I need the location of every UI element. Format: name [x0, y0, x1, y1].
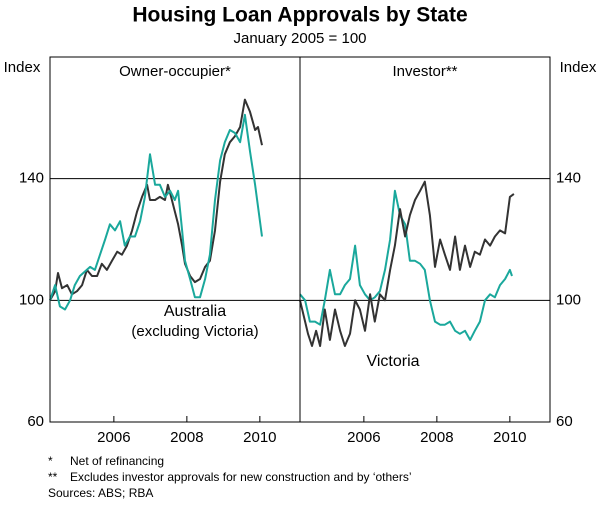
y-axis-label: Index: [4, 59, 41, 76]
y-tick-label: 100: [19, 291, 44, 308]
x-tick-label: 2006: [347, 429, 380, 446]
x-tick-label: 2006: [97, 429, 130, 446]
panel-title: Owner-occupier*: [119, 63, 231, 80]
y-tick-label: 140: [556, 170, 581, 187]
x-tick-label: 2008: [170, 429, 203, 446]
sources: Sources: ABS; RBA: [48, 486, 153, 500]
x-tick-label: 2010: [493, 429, 526, 446]
chart-subtitle: January 2005 = 100: [233, 30, 366, 47]
series-line: [49, 98, 263, 301]
footnote-mark: *: [48, 454, 53, 468]
x-tick-label: 2010: [243, 429, 276, 446]
y-axis-label: Index: [560, 59, 597, 76]
y-tick-label: 100: [556, 291, 581, 308]
series-label: Victoria: [366, 353, 419, 370]
chart-title: Housing Loan Approvals by State: [132, 4, 467, 27]
footnote-mark: **: [48, 470, 58, 484]
series-line: [299, 180, 515, 347]
series-label: Australia: [164, 303, 226, 320]
series-label: (excluding Victoria): [131, 323, 258, 340]
footnote: Net of refinancing: [70, 454, 164, 468]
series-line: [49, 113, 263, 311]
x-tick-label: 2008: [420, 429, 453, 446]
footnote: Excludes investor approvals for new cons…: [70, 470, 412, 484]
y-tick-label: 60: [27, 413, 44, 430]
y-tick-label: 60: [556, 413, 573, 430]
panel-title: Investor**: [392, 63, 457, 80]
y-tick-label: 140: [19, 170, 44, 187]
series-line: [299, 189, 513, 341]
